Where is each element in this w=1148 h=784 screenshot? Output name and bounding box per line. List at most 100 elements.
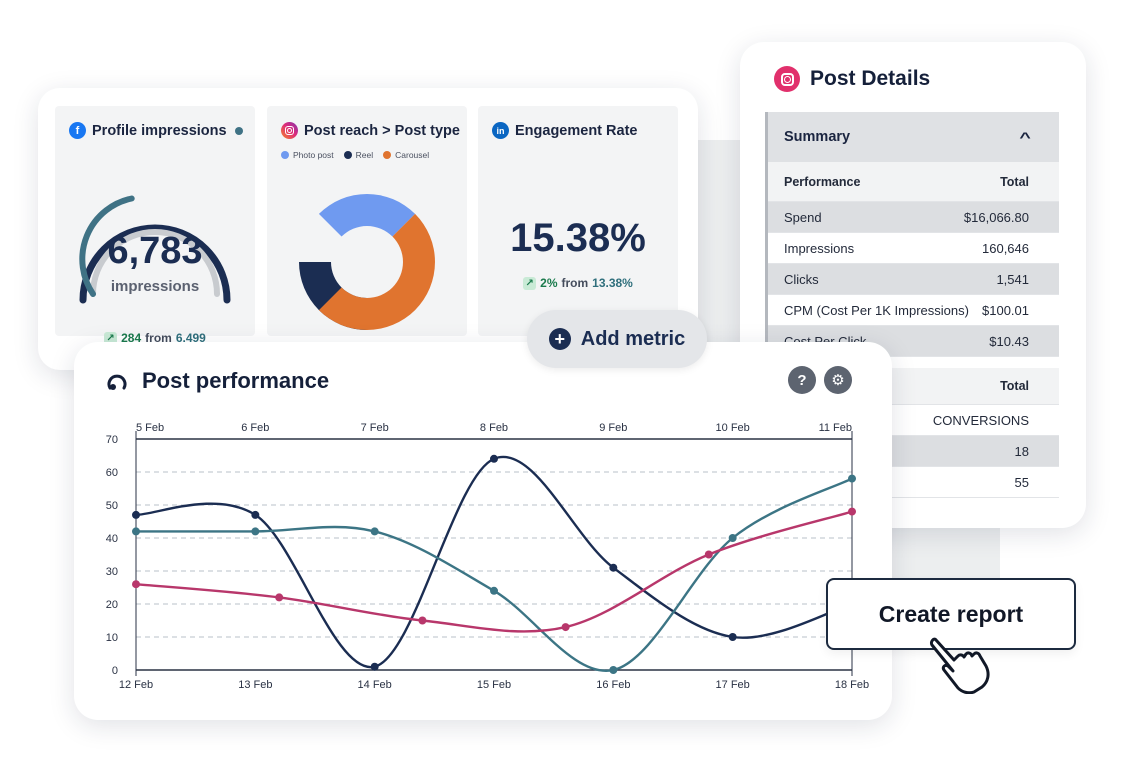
row-value: $16,066.80	[963, 209, 1029, 225]
legend-item-photo: Photo post	[281, 150, 334, 160]
engagement-rate-value: 15.38%	[510, 216, 646, 260]
y-tick-label: 20	[106, 599, 118, 611]
engagement-rate-title: Engagement Rate	[515, 122, 638, 139]
series-teal-point[interactable]	[370, 527, 379, 536]
table-row[interactable]: CPM (Cost Per 1K Impressions) $100.01	[768, 295, 1059, 326]
impressions-delta: ↗ 284 from 6,499	[55, 331, 255, 345]
trend-up-icon: ↗	[523, 276, 537, 290]
row-value: 18	[1014, 443, 1029, 459]
impressions-base-value: 6,499	[175, 331, 206, 345]
x-bottom-tick-label: 14 Feb	[358, 679, 392, 691]
row-label: Clicks	[784, 271, 819, 287]
series-navy-point[interactable]	[370, 662, 379, 671]
instagram-icon	[774, 66, 800, 92]
engagement-delta-value: 2%	[540, 276, 558, 290]
performance-icon	[107, 374, 127, 390]
series-navy-point[interactable]	[728, 633, 737, 641]
row-value: $10.43	[989, 333, 1029, 349]
y-tick-label: 70	[106, 434, 118, 446]
series-navy-point[interactable]	[251, 510, 260, 519]
series-magenta-point[interactable]	[561, 623, 570, 632]
chevron-up-icon[interactable]: ^	[1019, 129, 1031, 145]
series-teal-line[interactable]	[136, 477, 853, 672]
x-top-tick-label: 5 Feb	[136, 422, 164, 434]
series-navy-point[interactable]	[490, 454, 498, 463]
row-label: CPM (Cost Per 1K Impressions)	[784, 302, 969, 318]
post-type-legend: Photo post Reel Carousel	[281, 150, 429, 160]
post-type-donut-chart	[299, 194, 435, 330]
impressions-value: 6,783	[107, 230, 203, 272]
series-teal-point[interactable]	[728, 534, 737, 542]
table-row[interactable]: Clicks 1,541	[768, 264, 1059, 295]
profile-impressions-header: f Profile impressions	[69, 122, 243, 139]
y-tick-label: 40	[106, 533, 118, 545]
post-reach-card[interactable]: Post reach > Post type Photo post Reel C…	[267, 106, 467, 336]
status-dot	[234, 126, 243, 135]
facebook-icon: f	[69, 122, 86, 139]
engagement-rate-header: in Engagement Rate	[492, 122, 637, 139]
table-row[interactable]: Impressions 160,646	[768, 233, 1059, 264]
x-top-tick-label: 8 Feb	[480, 422, 508, 434]
post-details-title-text: Post Details	[810, 67, 931, 90]
legend-item-reel: Reel	[343, 150, 373, 160]
x-bottom-tick-label: 12 Feb	[119, 679, 153, 691]
series-magenta-point[interactable]	[848, 507, 856, 516]
series-magenta-point[interactable]	[418, 616, 427, 625]
x-bottom-tick-label: 13 Feb	[238, 679, 272, 691]
add-metric-button[interactable]: + Add metric	[527, 310, 707, 368]
series-teal-point[interactable]	[251, 527, 260, 536]
series-teal-point[interactable]	[490, 586, 498, 595]
post-reach-header: Post reach > Post type	[281, 122, 460, 139]
x-top-tick-label: 6 Feb	[241, 422, 269, 434]
add-metric-label: Add metric	[580, 327, 686, 350]
row-value: 55	[1014, 474, 1029, 490]
row-value: 160,646	[982, 240, 1029, 256]
series-navy-line[interactable]	[135, 455, 853, 669]
donut-slice-carousel[interactable]	[318, 213, 435, 330]
engagement-from-label: from	[561, 276, 589, 290]
post-performance-title: Post performance	[142, 368, 330, 393]
x-bottom-tick-label: 15 Feb	[477, 679, 511, 691]
series-magenta-line[interactable]	[135, 510, 853, 633]
create-report-button[interactable]: Create report	[826, 578, 1076, 650]
series-magenta-point[interactable]	[275, 593, 284, 602]
gauge-outer-arc	[79, 224, 231, 304]
row-value: $100.01	[982, 302, 1029, 318]
hand-pointer-icon	[930, 637, 990, 694]
row-label: Spend	[784, 209, 822, 225]
total-column-header: Total	[1000, 174, 1029, 189]
donut-slice-photo[interactable]	[318, 194, 416, 237]
profile-impressions-card[interactable]: f Profile impressions 6,783 impressions …	[55, 106, 255, 345]
y-tick-label: 10	[106, 632, 118, 644]
series-teal-point[interactable]	[132, 527, 140, 536]
instagram-icon	[281, 122, 298, 139]
performance-column-header: Performance	[784, 174, 861, 189]
series-teal-point[interactable]	[848, 474, 856, 483]
post-reach-title: Post reach > Post type	[304, 122, 460, 139]
help-icon[interactable]: ?	[788, 366, 816, 394]
settings-gear-icon[interactable]: ⚙	[824, 366, 852, 394]
series-navy-point[interactable]	[609, 563, 618, 572]
summary-accordion[interactable]: Summary ^	[765, 112, 1059, 162]
trend-up-icon: ↗	[104, 331, 118, 345]
x-bottom-tick-label: 16 Feb	[596, 679, 630, 691]
legend-item-carousel: Carousel	[383, 150, 429, 160]
table-row[interactable]: Spend $16,066.80	[768, 202, 1059, 233]
x-top-tick-label: 7 Feb	[361, 422, 389, 434]
linkedin-icon: in	[492, 122, 509, 139]
summary-label: Summary	[784, 129, 851, 145]
gauge-track	[90, 229, 220, 297]
x-top-tick-label: 11 Feb	[819, 422, 852, 434]
x-bottom-tick-label: 17 Feb	[716, 679, 750, 691]
post-performance-line-chart: 0 10 20 30 40 50 60 70 5 Feb 6 Feb 7 Feb 8 Feb 9 Feb…	[106, 422, 869, 691]
impressions-gauge	[79, 195, 231, 304]
series-teal-point[interactable]	[609, 666, 618, 674]
engagement-base-value: 13.38%	[592, 276, 633, 290]
impressions-unit: impressions	[110, 278, 200, 295]
series-navy-point[interactable]	[132, 510, 140, 519]
series-magenta-point[interactable]	[704, 550, 713, 559]
engagement-rate-card[interactable]: in Engagement Rate 15.38% ↗ 2% from 13.3…	[478, 106, 678, 336]
series-magenta-point[interactable]	[132, 580, 140, 589]
metrics-panel: f Profile impressions 6,783 impressions …	[38, 88, 698, 370]
impressions-from-label: from	[145, 331, 172, 345]
